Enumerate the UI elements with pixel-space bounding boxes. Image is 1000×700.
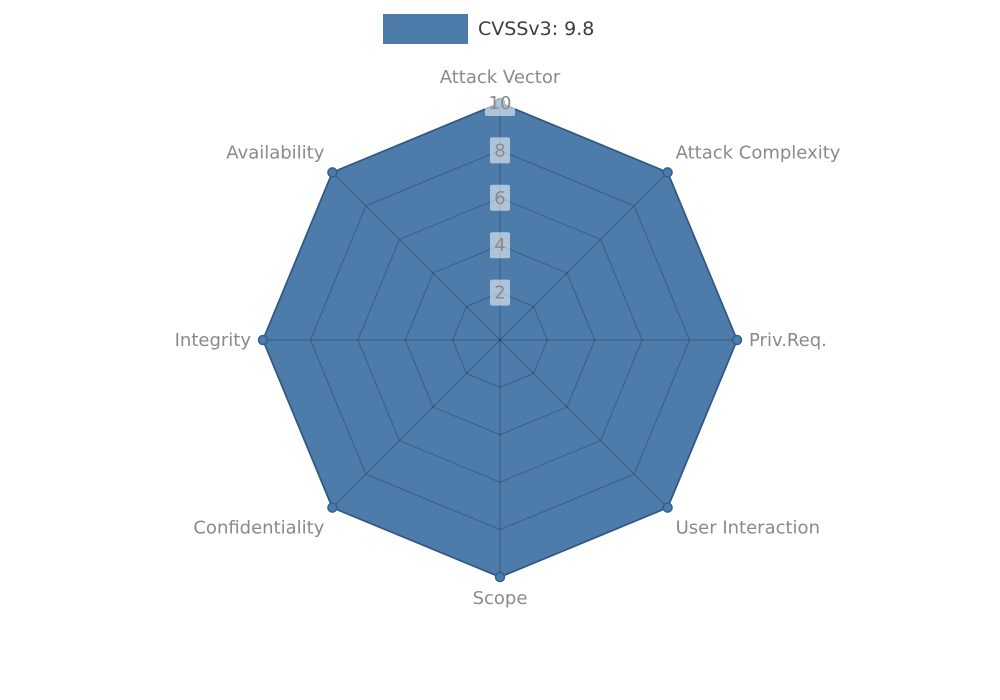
- axis-label: Priv.Req.: [749, 330, 827, 351]
- grid-spoke: [332, 172, 501, 341]
- legend-label: CVSSv3: 9.8: [478, 18, 595, 40]
- grid-spoke: [499, 172, 668, 341]
- axis-label: Confidentiality: [193, 518, 324, 539]
- grid-ring: [452, 292, 548, 388]
- grid-ring: [404, 244, 596, 436]
- tick-label-bg: [490, 184, 510, 211]
- axis-label: Availability: [226, 142, 324, 163]
- series-marker: [731, 334, 743, 346]
- tick-label: 4: [494, 235, 505, 256]
- grid-ring: [357, 197, 643, 483]
- axis-label: Scope: [473, 588, 528, 609]
- grid-ring: [309, 149, 691, 531]
- tick-label: 2: [494, 283, 505, 304]
- series-marker: [257, 334, 269, 346]
- series-marker: [662, 502, 673, 513]
- tick-label-bg: [490, 232, 510, 259]
- series-marker: [327, 502, 338, 513]
- chart-legend: CVSSv3: 9.8: [383, 14, 594, 44]
- legend-swatch: [383, 14, 468, 44]
- tick-label: 10: [489, 93, 512, 114]
- series-marker: [494, 571, 506, 583]
- grid-spoke: [499, 339, 668, 508]
- series-marker: [662, 167, 673, 178]
- tick-label: 6: [494, 188, 505, 209]
- tick-label: 8: [494, 140, 505, 161]
- grid-spoke: [332, 339, 501, 508]
- tick-label-bg: [490, 279, 510, 306]
- axis-label: Attack Complexity: [676, 142, 841, 163]
- axis-label: Attack Vector: [440, 67, 561, 88]
- axis-label: User Interaction: [676, 518, 820, 539]
- series-marker: [327, 167, 338, 178]
- tick-label-bg: [485, 90, 515, 116]
- tick-label-bg: [490, 137, 510, 164]
- axis-label: Integrity: [175, 330, 252, 351]
